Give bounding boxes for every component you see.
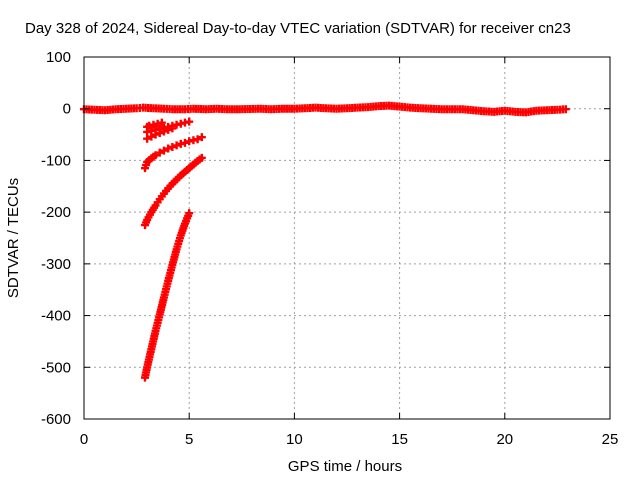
data-point xyxy=(168,142,177,151)
plot-frame xyxy=(83,56,611,420)
data-point xyxy=(155,148,164,157)
data-point xyxy=(193,135,202,144)
x-tick-label: 10 xyxy=(286,431,303,448)
series-baseline xyxy=(80,101,570,117)
series-arc_a xyxy=(141,133,206,173)
data-point xyxy=(151,151,160,160)
y-tick-label: 100 xyxy=(46,49,71,66)
series-cluster_b xyxy=(143,124,177,143)
data-point xyxy=(157,118,166,127)
x-tick-label: 5 xyxy=(185,431,193,448)
data-point xyxy=(172,141,181,150)
series-cluster_c xyxy=(143,118,166,131)
y-tick-label: -100 xyxy=(41,152,71,169)
data-point xyxy=(180,138,189,147)
series-arc_b xyxy=(141,153,206,230)
series-arc_c xyxy=(141,209,194,382)
x-axis-label: GPS time / hours xyxy=(288,458,402,475)
data-points xyxy=(80,101,570,382)
data-point xyxy=(561,105,570,114)
data-point xyxy=(159,146,168,155)
data-point xyxy=(147,132,156,141)
data-point xyxy=(168,124,177,133)
y-tick-label: -300 xyxy=(41,256,71,273)
grid xyxy=(84,57,610,419)
y-tick-label: -600 xyxy=(41,411,71,428)
data-point xyxy=(159,127,168,136)
data-point xyxy=(197,153,206,162)
y-tick-label: -400 xyxy=(41,308,71,325)
data-point xyxy=(185,209,194,218)
chart-title: Day 328 of 2024, Sidereal Day-to-day VTE… xyxy=(25,20,571,37)
x-tick-label: 25 xyxy=(602,431,619,448)
data-point xyxy=(143,134,152,143)
x-tick-label: 20 xyxy=(496,431,513,448)
x-tick-label: 15 xyxy=(391,431,408,448)
data-point xyxy=(164,144,173,153)
x-tick-label: 0 xyxy=(80,431,88,448)
y-axis-label: SDTVAR / TECUs xyxy=(5,178,22,298)
data-point xyxy=(185,117,194,126)
axis-ticks: 0 5 10 15 20 25 100 0 -100 -200 -300 -400 -500 -600 xyxy=(41,49,618,448)
data-point xyxy=(151,130,160,139)
y-tick-label: -500 xyxy=(41,359,71,376)
data-point xyxy=(164,125,173,134)
y-tick-label: 0 xyxy=(63,101,71,118)
y-tick-label: -200 xyxy=(41,204,71,221)
data-point xyxy=(155,129,164,138)
data-point xyxy=(197,133,206,142)
